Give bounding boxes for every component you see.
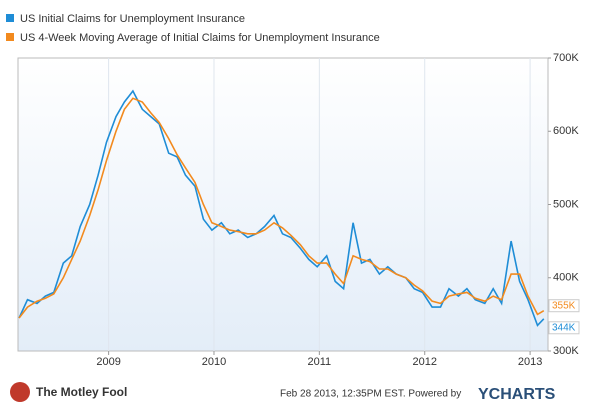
x-tick-label: 2011 bbox=[308, 356, 332, 368]
y-tick-label: 500K bbox=[553, 198, 579, 210]
y-tick-label: 300K bbox=[553, 345, 579, 357]
brand: The Motley Fool bbox=[36, 385, 127, 399]
legend-label: US Initial Claims for Unemployment Insur… bbox=[20, 13, 245, 25]
x-tick-label: 2010 bbox=[202, 356, 226, 368]
y-tick-label: 600K bbox=[553, 125, 579, 137]
timestamp: Feb 28 2013, 12:35PM EST. Powered by bbox=[280, 389, 461, 400]
series-line bbox=[18, 97, 545, 319]
y-tick-label: 400K bbox=[553, 272, 579, 284]
x-tick-label: 2009 bbox=[96, 356, 120, 368]
end-label: 344K bbox=[552, 322, 576, 333]
brand-logo bbox=[10, 382, 30, 402]
end-label-box bbox=[548, 299, 580, 313]
x-tick-label: 2013 bbox=[518, 356, 542, 368]
plot-area bbox=[17, 57, 549, 352]
y-tick-label: 700K bbox=[553, 52, 579, 64]
end-label: 355K bbox=[552, 300, 576, 311]
legend-swatch bbox=[6, 33, 14, 41]
provider: YCHARTS bbox=[478, 386, 556, 403]
x-tick-label: 2012 bbox=[412, 356, 436, 368]
legend-label: US 4-Week Moving Average of Initial Clai… bbox=[20, 32, 380, 44]
end-label-box bbox=[548, 321, 580, 335]
series-line bbox=[18, 89, 545, 327]
legend-swatch bbox=[6, 14, 14, 22]
